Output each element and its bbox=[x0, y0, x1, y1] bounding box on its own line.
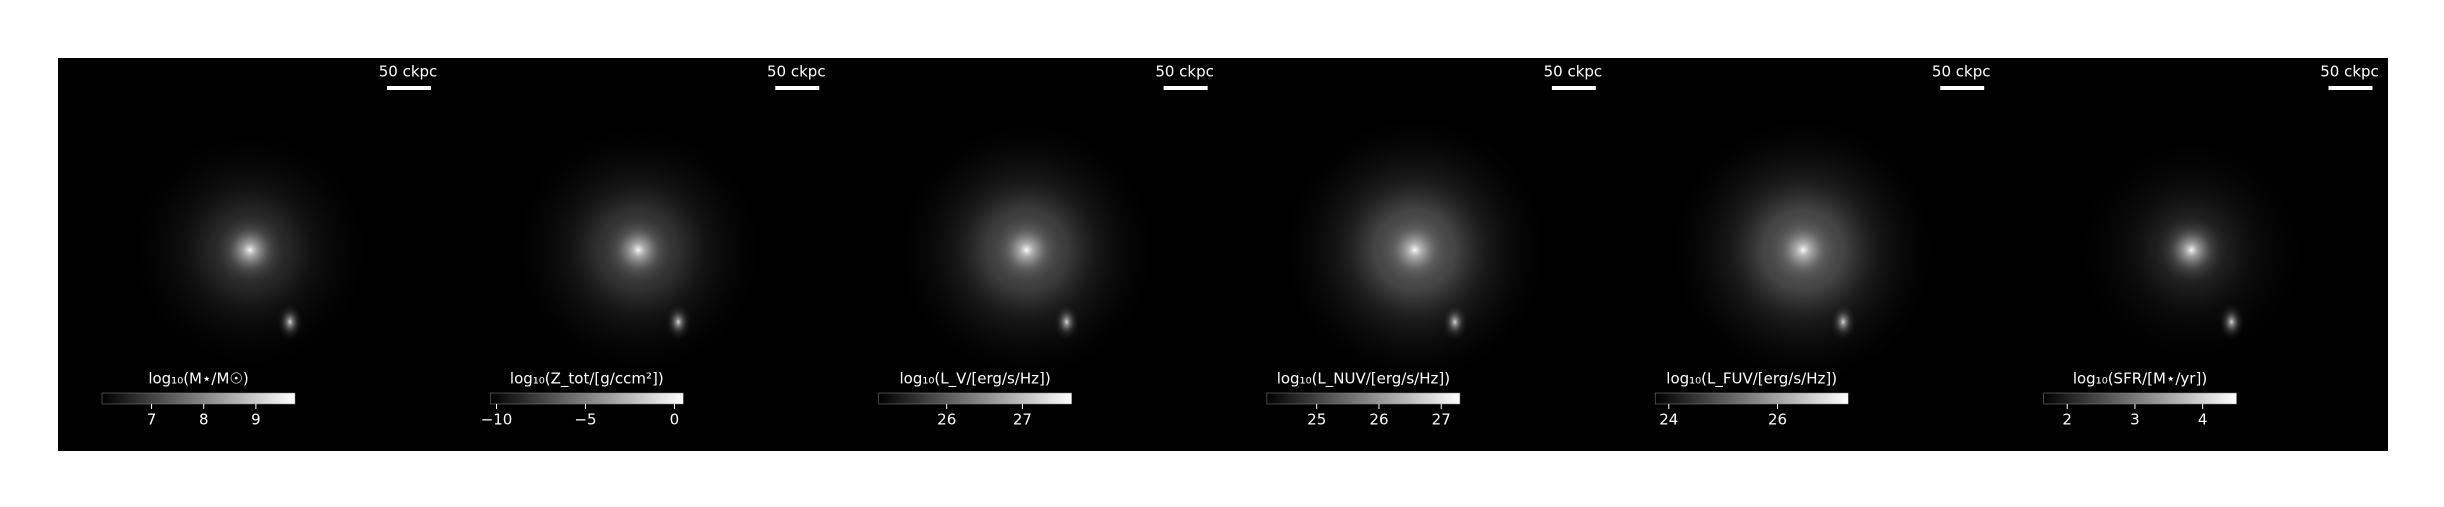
colorbar-label: log₁₀(SFR/[M⋆/yr]) bbox=[2073, 370, 2207, 388]
colorbar-tick-label: 8 bbox=[199, 411, 209, 429]
galaxy-core bbox=[1763, 210, 1844, 290]
scale-label: 50 ckpc bbox=[1932, 63, 1991, 81]
colorbar-label: log₁₀(L_NUV/[erg/s/Hz]) bbox=[1277, 370, 1450, 389]
colorbar-tick-label: 27 bbox=[1013, 411, 1032, 429]
colorbar-tick-label: 27 bbox=[1432, 411, 1451, 429]
colorbar bbox=[1654, 392, 1849, 405]
scale-label: 50 ckpc bbox=[1544, 63, 1603, 81]
galaxy-core bbox=[598, 210, 679, 290]
figure-background bbox=[58, 58, 2388, 451]
galaxy-core bbox=[986, 210, 1067, 290]
colorbar bbox=[1266, 392, 1461, 405]
satellite bbox=[1440, 302, 1469, 342]
colorbar-label: log₁₀(Z_tot/[g/ccm²]) bbox=[510, 370, 664, 389]
scale-label: 50 ckpc bbox=[2320, 63, 2379, 81]
colorbar-tick-label: 25 bbox=[1307, 411, 1326, 429]
colorbar bbox=[101, 392, 296, 405]
colorbar-tick-label: 9 bbox=[251, 411, 261, 429]
colorbar-tick-label: 3 bbox=[2130, 411, 2140, 429]
colorbar-label: log₁₀(L_FUV/[erg/s/Hz]) bbox=[1666, 370, 1837, 389]
colorbar-tick-label: 26 bbox=[1369, 411, 1388, 429]
colorbar-label: log₁₀(M⋆/M☉) bbox=[148, 370, 248, 388]
galaxy-core bbox=[2151, 210, 2232, 290]
galaxy-core bbox=[210, 210, 290, 290]
colorbar bbox=[878, 392, 1072, 405]
colorbar-tick-label: 7 bbox=[147, 411, 157, 429]
satellite bbox=[2217, 302, 2246, 342]
colorbar bbox=[2043, 392, 2237, 405]
colorbar-label: log₁₀(L_V/[erg/s/Hz]) bbox=[899, 370, 1050, 389]
satellite bbox=[664, 302, 693, 342]
colorbar-tick-label: 24 bbox=[1659, 411, 1678, 429]
colorbar-tick-label: 26 bbox=[1768, 411, 1787, 429]
scale-label: 50 ckpc bbox=[379, 63, 438, 81]
scale-label: 50 ckpc bbox=[767, 63, 826, 81]
colorbar-tick-label: 2 bbox=[2062, 411, 2072, 429]
satellite bbox=[1052, 302, 1081, 342]
colorbar-tick-label: 26 bbox=[937, 411, 956, 429]
satellite bbox=[1829, 302, 1858, 342]
colorbar bbox=[490, 392, 684, 405]
galaxy-core bbox=[1374, 210, 1455, 290]
colorbar-tick-label: 0 bbox=[670, 411, 680, 429]
colorbar-tick-label: 4 bbox=[2198, 411, 2208, 429]
colorbar-tick-label: −10 bbox=[481, 411, 513, 429]
colorbar-tick-label: −5 bbox=[574, 411, 596, 429]
scale-label: 50 ckpc bbox=[1155, 63, 1214, 81]
satellite bbox=[276, 302, 304, 342]
